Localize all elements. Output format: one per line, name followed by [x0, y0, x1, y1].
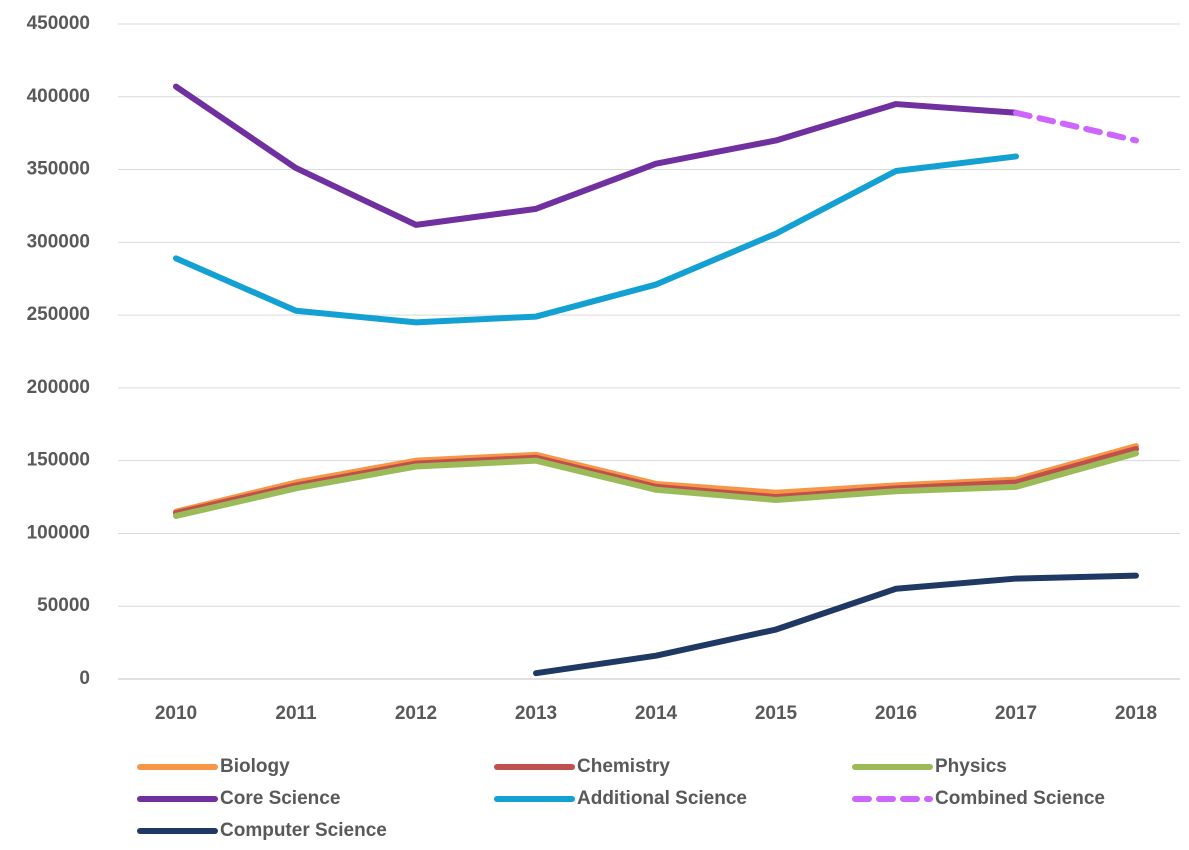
series-line: [173, 83, 1019, 228]
y-tick-label: 200000: [27, 377, 90, 398]
legend-label: Biology: [220, 756, 290, 777]
x-tick-label: 2011: [275, 703, 317, 724]
y-tick-label: 300000: [27, 231, 90, 252]
x-tick-label: 2012: [395, 703, 437, 724]
y-tick-label: 400000: [27, 86, 90, 107]
legend-label: Additional Science: [577, 788, 747, 809]
legend-label: Combined Science: [935, 788, 1105, 809]
series-line: [1013, 109, 1139, 144]
y-tick-label: 100000: [27, 522, 90, 543]
legend-label: Computer Science: [220, 820, 387, 841]
legend-label: Core Science: [220, 788, 340, 809]
x-tick-label: 2015: [755, 703, 798, 724]
legend-label: Chemistry: [577, 756, 670, 777]
y-tick-label: 50000: [37, 595, 90, 616]
series-line: [173, 450, 1139, 519]
series-line: [173, 153, 1019, 326]
x-tick-label: 2014: [635, 703, 678, 724]
x-tick-label: 2013: [515, 703, 557, 724]
x-tick-label: 2018: [1115, 703, 1157, 724]
y-tick-label: 350000: [27, 159, 90, 180]
x-tick-label: 2010: [155, 703, 197, 724]
x-tick-label: 2017: [995, 703, 1037, 724]
y-tick-label: 150000: [27, 450, 90, 471]
series-line: [533, 572, 1139, 677]
legend-label: Physics: [935, 756, 1007, 777]
y-tick-label: 0: [79, 668, 90, 689]
x-tick-label: 2016: [875, 703, 917, 724]
y-tick-label: 450000: [27, 13, 90, 34]
y-tick-label: 250000: [27, 304, 90, 325]
